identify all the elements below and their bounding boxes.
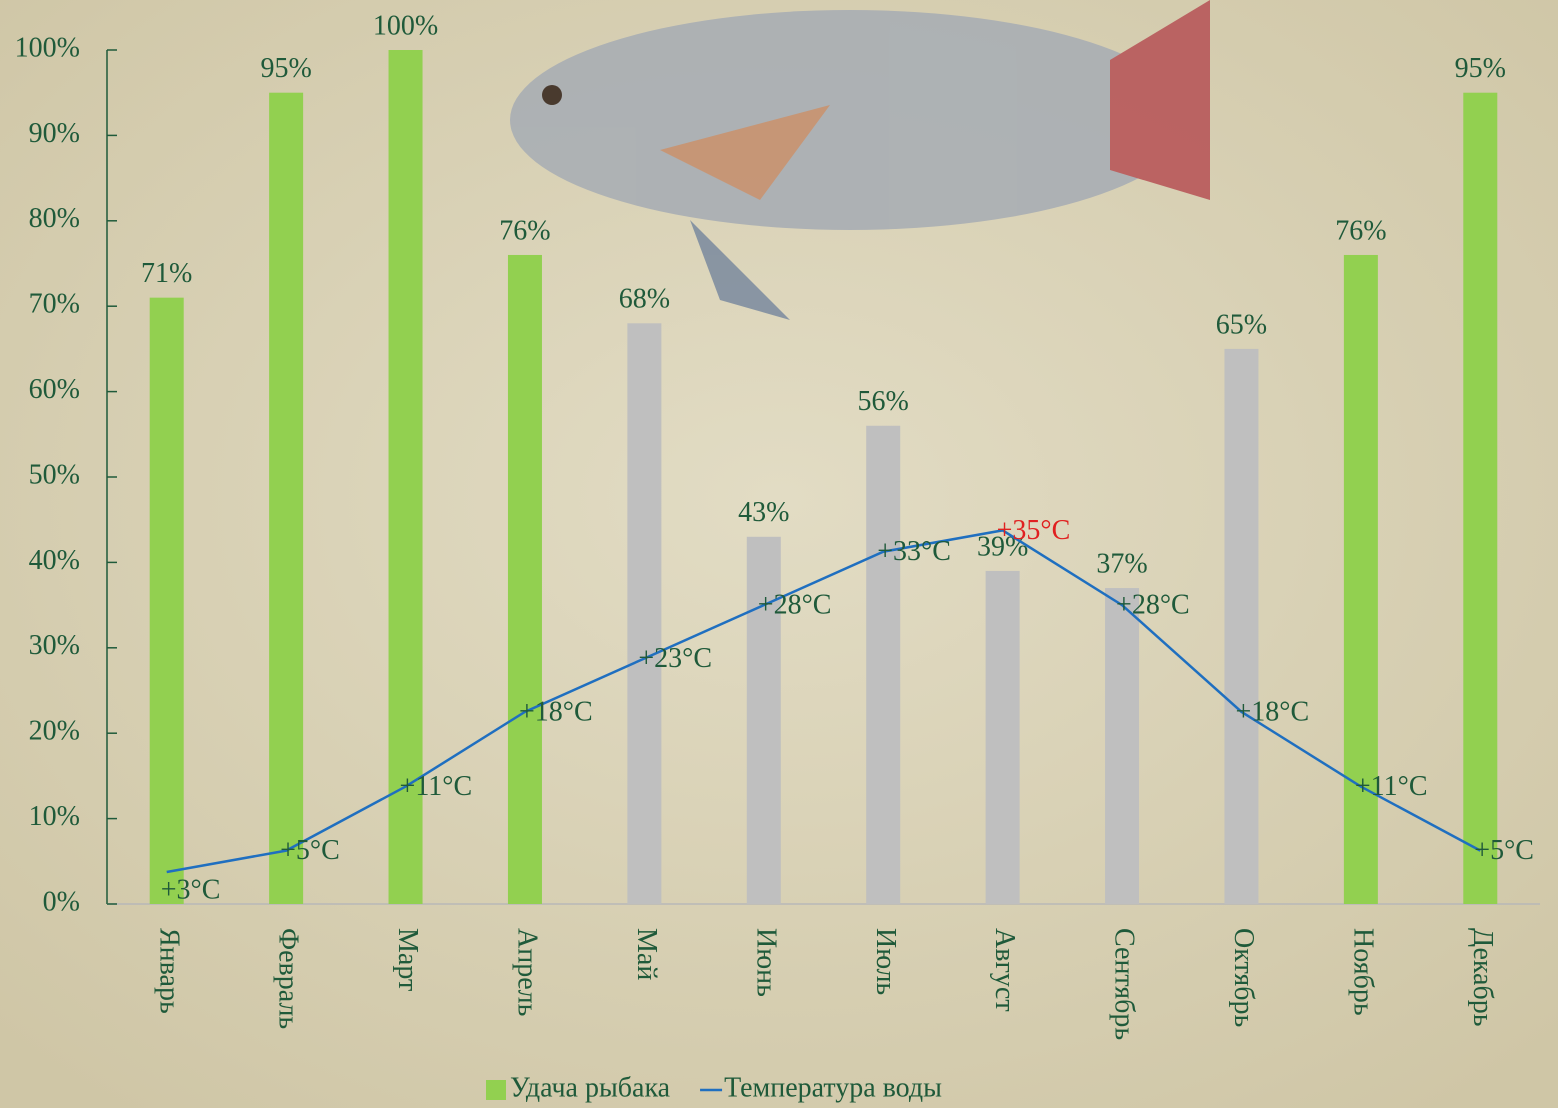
bar — [149, 297, 184, 904]
fish-illustration — [510, 0, 1210, 320]
x-tick-label: Сентябрь — [1109, 928, 1140, 1040]
x-tick-label: Февраль — [273, 928, 304, 1029]
data-label: 76% — [1335, 215, 1386, 246]
data-label: +28°C — [758, 590, 832, 621]
data-label: 56% — [858, 386, 909, 417]
bar — [1224, 348, 1259, 904]
y-tick-label: 90% — [29, 118, 80, 149]
y-tick-label: 50% — [29, 459, 80, 490]
legend-swatch — [486, 1080, 506, 1100]
data-label: +5°C — [280, 835, 340, 866]
data-label: 95% — [260, 53, 311, 84]
bar — [1343, 254, 1378, 904]
data-label: 43% — [738, 497, 789, 528]
x-tick-label: Июль — [870, 928, 901, 995]
legend-label: Температура воды — [724, 1072, 942, 1103]
data-label: +28°C — [1116, 590, 1190, 621]
bar — [507, 254, 542, 904]
x-tick-label: Июнь — [750, 928, 781, 997]
data-label: 100% — [373, 10, 438, 41]
data-label: +33°C — [877, 536, 951, 567]
bar — [1463, 92, 1498, 904]
x-tick-label: Март — [392, 928, 423, 991]
bar — [746, 536, 781, 904]
data-label: 95% — [1455, 53, 1506, 84]
legend-label: Удача рыбака — [510, 1072, 671, 1103]
data-label: 39% — [977, 531, 1028, 562]
data-label: +23°C — [638, 643, 712, 674]
data-label: 76% — [499, 215, 550, 246]
data-label: +18°C — [519, 696, 593, 727]
x-tick-label: Январь — [153, 928, 184, 1014]
data-label: 71% — [141, 258, 192, 289]
y-tick-label: 100% — [15, 32, 80, 63]
y-tick-label: 40% — [29, 545, 80, 576]
data-label: 37% — [1096, 548, 1147, 579]
data-label: +35°C — [997, 515, 1071, 546]
x-tick-label: Апрель — [512, 928, 543, 1016]
bar — [269, 92, 304, 904]
data-label: +5°C — [1474, 835, 1534, 866]
bar — [627, 323, 662, 904]
data-label: 68% — [619, 284, 670, 315]
y-tick-label: 0% — [43, 886, 80, 917]
x-tick-label: Ноябрь — [1347, 928, 1378, 1016]
data-label: 65% — [1216, 309, 1267, 340]
x-tick-label: Октябрь — [1228, 928, 1259, 1027]
data-label: +3°C — [161, 874, 221, 905]
line — [166, 529, 1481, 874]
y-tick-label: 20% — [29, 716, 80, 747]
x-tick-label: Май — [631, 928, 662, 980]
legend: Удача рыбака Температура воды — [486, 1072, 942, 1103]
data-label: +11°C — [400, 771, 473, 802]
bar — [1105, 588, 1140, 904]
y-tick-label: 60% — [29, 374, 80, 405]
bar — [388, 50, 423, 904]
data-label: +18°C — [1235, 696, 1309, 727]
x-tick-label: Декабрь — [1467, 928, 1498, 1027]
bar — [985, 570, 1020, 904]
x-tick-label: Август — [989, 928, 1020, 1012]
data-label: +11°C — [1355, 771, 1428, 802]
y-tick-label: 70% — [29, 289, 80, 320]
y-tick-label: 10% — [29, 801, 80, 832]
y-tick-label: 30% — [29, 630, 80, 661]
bar — [866, 425, 901, 904]
y-tick-label: 80% — [29, 203, 80, 234]
